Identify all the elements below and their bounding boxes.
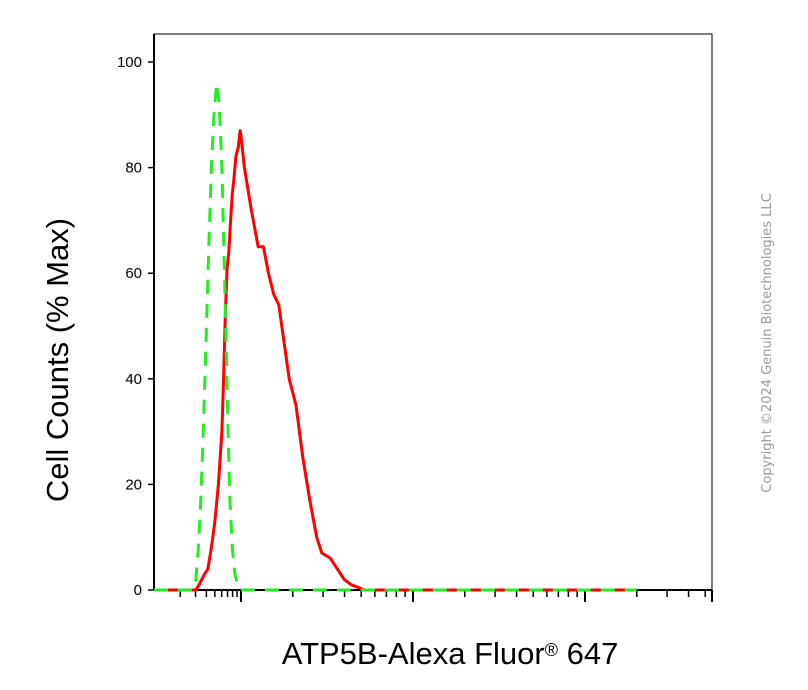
copyright-watermark: Copyright ©2024 Genuin Biotechnologies L… xyxy=(760,193,775,492)
y-tick-label: 60 xyxy=(125,265,142,282)
y-tick-label: 40 xyxy=(125,371,142,388)
y-tick-label: 100 xyxy=(117,54,142,71)
y-tick-label: 20 xyxy=(125,476,142,493)
series-line-green-dashed xyxy=(154,81,637,592)
x-axis-label-suffix: 647 xyxy=(558,636,618,671)
plot-frame xyxy=(153,33,713,591)
y-ticks: 0 20 40 60 80 100 xyxy=(117,54,154,599)
y-tick-label: 80 xyxy=(125,160,142,177)
series-layer xyxy=(154,81,637,592)
x-ticks xyxy=(179,590,713,602)
registered-mark: ® xyxy=(545,640,558,660)
x-axis-label: ATP5B-Alexa Fluor® 647 xyxy=(282,636,619,671)
series-line-red-solid xyxy=(154,129,637,592)
y-axis-label: Cell Counts (% Max) xyxy=(40,218,75,502)
y-tick-label: 0 xyxy=(134,582,142,599)
x-axis-label-main: ATP5B-Alexa Fluor xyxy=(282,636,545,671)
